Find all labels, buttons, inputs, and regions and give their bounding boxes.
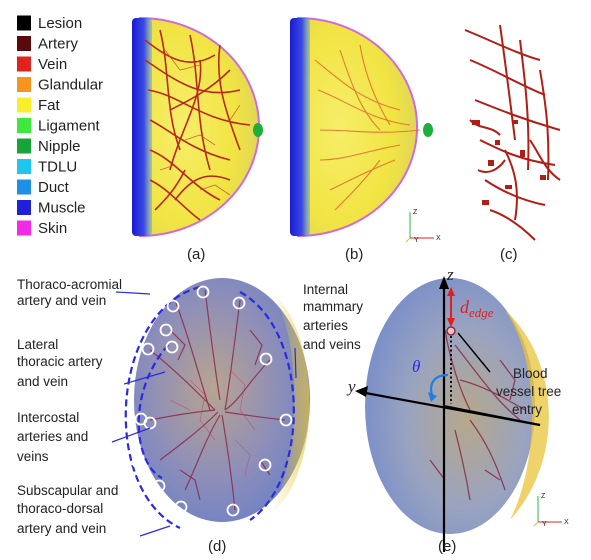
nipple (253, 123, 263, 137)
breast-fat-volume (297, 16, 419, 238)
axis-triad-e: Z X Y (533, 493, 569, 528)
axis-triad-b: Z X Y (405, 209, 441, 244)
axis-label-z: Z (413, 209, 418, 216)
axis-label-y: Y (414, 237, 419, 244)
vessel-tree-d (149, 289, 286, 511)
entry-points (131, 285, 293, 517)
entry-leader (457, 332, 491, 373)
legend-label-vein: Vein (38, 56, 67, 73)
d-edge-label: dedge (460, 297, 494, 320)
vessel-tree-c (464, 24, 561, 241)
panel-label-e: (e) (438, 538, 456, 555)
breast-fat-volume (139, 16, 261, 238)
y-axis-label: y (346, 377, 356, 396)
nipple (423, 123, 433, 137)
panel-d-vessel-entries: Thoraco-acromial artery and vein Lateral… (17, 277, 367, 555)
legend-label-fat: Fat (38, 97, 61, 114)
muscle-layer (132, 18, 152, 236)
panel-c-vessel-tree: (c) (464, 24, 561, 263)
legend-label-lesion: Lesion (38, 15, 82, 32)
axis-label-y: Y (542, 521, 547, 528)
legend-label-muscle: Muscle (38, 200, 86, 217)
panel-label-c: (c) (500, 246, 518, 263)
legend-swatch-vein (17, 56, 31, 72)
legend-swatch-fat (17, 97, 31, 113)
axis-label-x: X (564, 519, 569, 526)
z-axis-label: z (446, 265, 454, 284)
label-entry: Blood vessel tree entry (496, 366, 565, 417)
theta-label: θ (412, 357, 420, 376)
glandular-tissue (314, 44, 421, 211)
legend-label-ligament: Ligament (38, 118, 101, 135)
legend-swatch-muscle (17, 200, 31, 215)
legend-swatch-skin (17, 220, 31, 236)
axis-label-z: Z (541, 493, 546, 500)
legend-label-skin: Skin (38, 220, 67, 237)
x-axis-ref (443, 405, 541, 426)
breast-volume (365, 278, 535, 534)
axis-label-x: X (436, 235, 441, 242)
muscle-layer (290, 18, 310, 236)
panel-label-d: (d) (208, 538, 226, 555)
vessel-tree-e (429, 329, 526, 501)
legend-label-duct: Duct (38, 179, 70, 196)
label-intercostal: Intercostal arteries and veins (17, 410, 92, 464)
legend-label-artery: Artery (38, 36, 79, 53)
panel-label-a: (a) (187, 246, 205, 263)
label-thoraco-acromial: Thoraco-acromial artery and vein (17, 277, 126, 308)
panel-a-breast-model: (a) (132, 16, 263, 263)
panel-e-coordinate-system: z y θ dedge Blood vessel tree entry Z X … (346, 265, 569, 555)
label-subscapular: Subscapular and thoraco-dorsal artery an… (17, 483, 122, 536)
boundary-inner-left (137, 344, 169, 479)
legend-swatch-artery (17, 36, 31, 51)
label-lateral-thoracic: Lateral thoracic artery and vein (17, 337, 106, 389)
vessel-tree-a (144, 29, 251, 221)
breast-volume (134, 278, 310, 522)
legend-swatch-glandular (17, 77, 31, 92)
legend-label-tdlu: TDLU (38, 159, 77, 176)
panel-label-b: (b) (345, 246, 363, 263)
label-internal-mammary: Internal mammary arteries and veins (303, 282, 367, 352)
legend-swatch-lesion (17, 15, 31, 31)
vessel-tree-entry-point (446, 326, 456, 336)
legend: Lesion Artery Vein Glandular Fat Ligament Nipp… (17, 15, 103, 237)
legend-swatch-tdlu (17, 159, 31, 174)
panel-b-breast-model: (b) (290, 16, 433, 263)
legend-label-nipple: Nipple (38, 138, 81, 155)
legend-swatch-duct (17, 179, 31, 195)
legend-label-glandular: Glandular (38, 77, 103, 94)
legend-swatch-nipple (17, 138, 31, 154)
legend-swatch-ligament (17, 118, 31, 133)
